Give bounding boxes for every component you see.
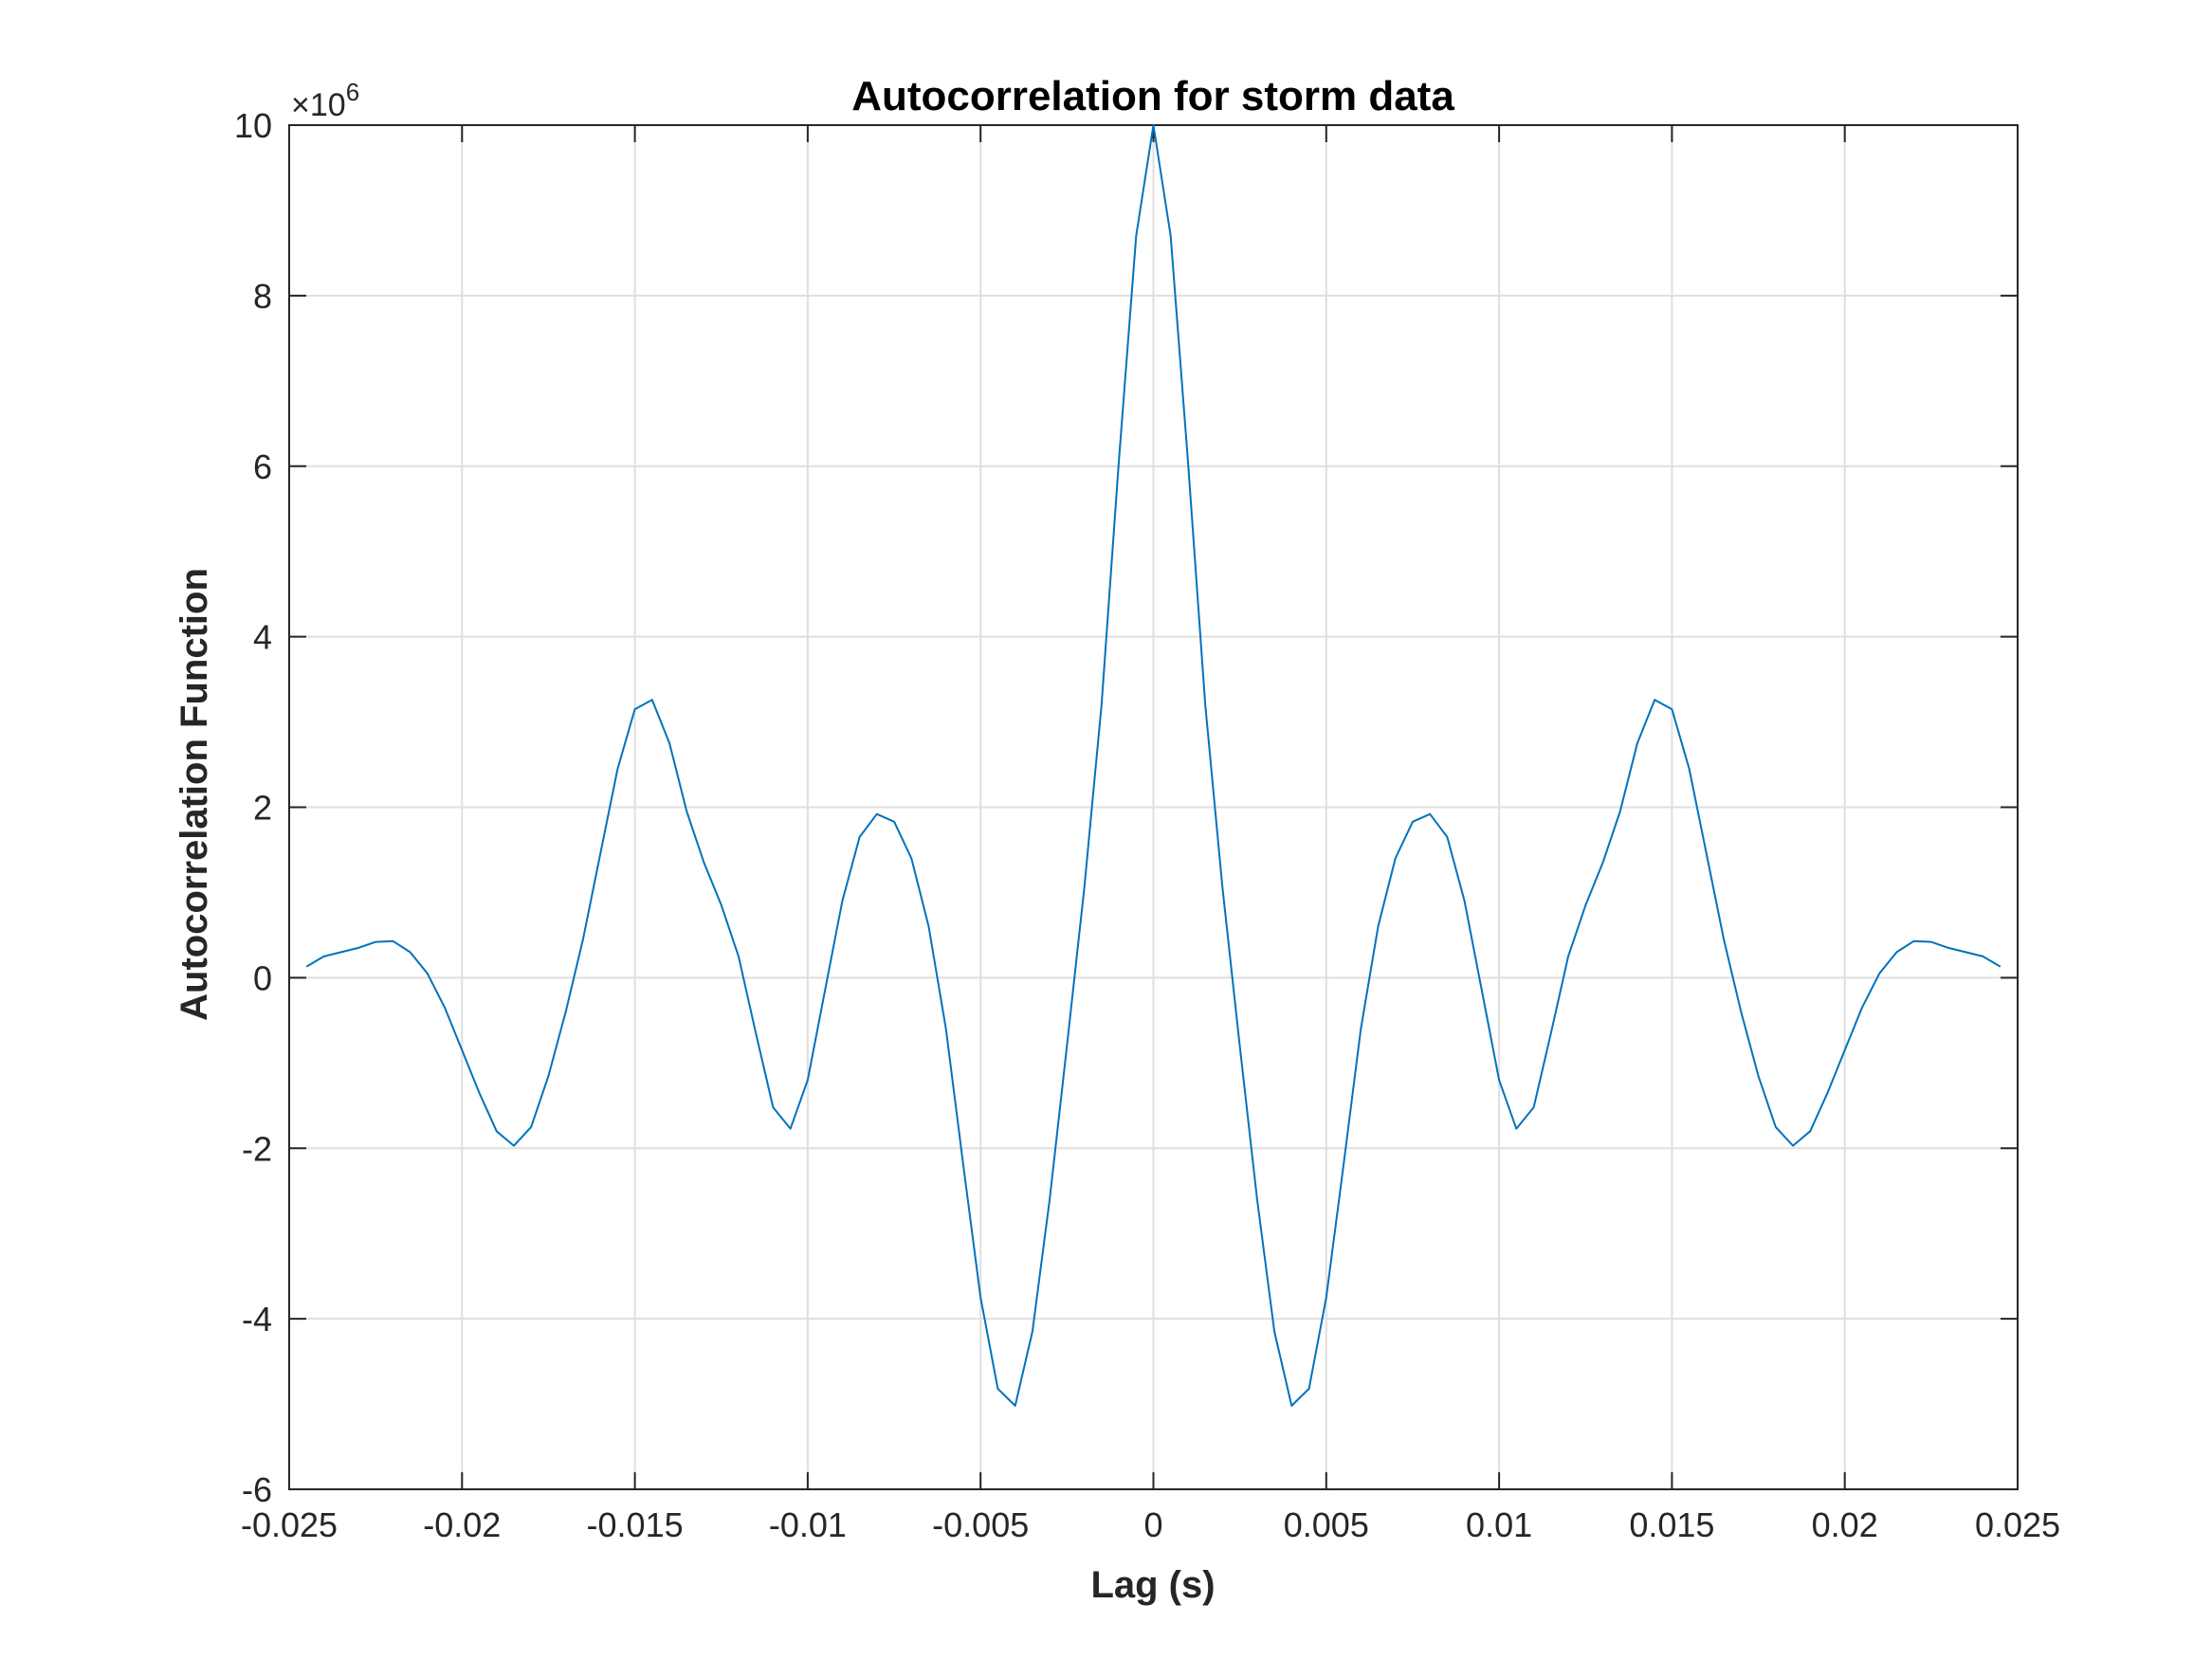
y-tick-label: -2 bbox=[242, 1129, 272, 1168]
x-tick-label: -0.005 bbox=[932, 1505, 1029, 1544]
chart-title: Autocorrelation for storm data bbox=[851, 73, 1454, 119]
y-tick-label: -4 bbox=[242, 1300, 272, 1339]
x-tick-label: 0.005 bbox=[1284, 1505, 1369, 1544]
x-tick-label: -0.01 bbox=[769, 1505, 847, 1544]
y-tick-label: 10 bbox=[234, 106, 272, 145]
y-multiplier-base: ×10 bbox=[291, 87, 346, 123]
x-tick-label: 0.01 bbox=[1466, 1505, 1532, 1544]
y-axis-label: Autocorrelation Function bbox=[174, 568, 215, 1021]
x-tick-label: 0.015 bbox=[1629, 1505, 1714, 1544]
y-tick-labels: -6 -4 -2 0 2 4 6 8 10 bbox=[234, 106, 272, 1509]
y-tick-label: 8 bbox=[253, 277, 272, 316]
y-tick-label: 2 bbox=[253, 789, 272, 828]
x-tick-label: 0.02 bbox=[1812, 1505, 1878, 1544]
x-tick-label: -0.025 bbox=[241, 1505, 338, 1544]
x-tick-label: 0.025 bbox=[1975, 1505, 2060, 1544]
y-multiplier: ×106 bbox=[291, 78, 359, 123]
x-axis-label: Lag (s) bbox=[1090, 1564, 1215, 1606]
y-multiplier-exponent: 6 bbox=[346, 78, 359, 106]
y-tick-label: 6 bbox=[253, 447, 272, 486]
x-tick-labels: -0.025 -0.02 -0.015 -0.01 -0.005 0 0.005 0.01 0.… bbox=[241, 1505, 2060, 1544]
series-line bbox=[305, 124, 2002, 1407]
x-tick-label: 0 bbox=[1143, 1505, 1162, 1544]
y-tick-label: -6 bbox=[242, 1470, 272, 1509]
y-tick-label: 0 bbox=[253, 958, 272, 997]
y-tick-label: 4 bbox=[253, 618, 272, 657]
x-tick-label: -0.015 bbox=[587, 1505, 684, 1544]
x-tick-label: -0.02 bbox=[423, 1505, 501, 1544]
